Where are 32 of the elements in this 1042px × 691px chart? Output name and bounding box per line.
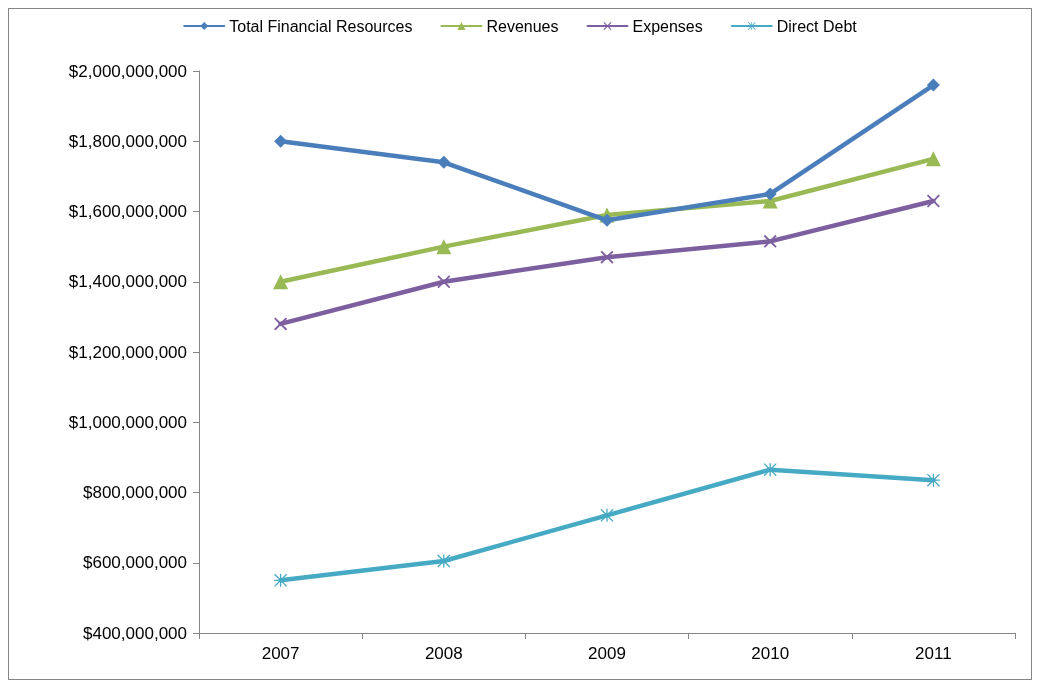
point	[437, 554, 451, 568]
y-tick-label: $800,000,000	[83, 483, 187, 502]
point	[436, 239, 452, 255]
x-tick-label: 2009	[588, 644, 626, 663]
x-tick-label: 2008	[424, 644, 463, 663]
x-tick-label: 2007	[261, 644, 300, 663]
point	[926, 78, 940, 92]
y-tick-label: $1,600,000,000	[68, 202, 187, 221]
point	[273, 274, 289, 290]
x-tick-label: 2011	[915, 644, 952, 663]
point	[437, 155, 451, 169]
point	[600, 508, 614, 522]
legend-label: Total Financial Resources	[229, 17, 413, 35]
y-tick-label: $400,000,000	[83, 623, 187, 643]
y-tick-label: $2,000,000,000	[68, 61, 187, 81]
y-tick-label: $1,800,000,000	[68, 131, 187, 151]
legend-label: Expenses	[632, 17, 703, 35]
legend-label: Direct Debt	[776, 17, 858, 35]
legend-label: Revenues	[486, 17, 559, 35]
y-tick-label: $1,000,000,000	[68, 412, 187, 432]
point	[763, 187, 777, 201]
y-tick-label: $1,200,000,000	[68, 342, 187, 362]
point	[274, 317, 288, 331]
y-tick-label: $1,400,000,000	[68, 272, 187, 292]
point	[600, 250, 614, 264]
point	[763, 234, 777, 248]
x-tick-label: 2010	[751, 644, 790, 663]
y-tick-label: $600,000,000	[83, 553, 187, 573]
point	[925, 151, 941, 167]
point	[437, 275, 451, 289]
point	[274, 134, 288, 148]
point	[600, 213, 614, 227]
